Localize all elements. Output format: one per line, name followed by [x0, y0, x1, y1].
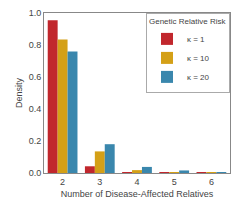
svg-text:5: 5 [172, 177, 177, 187]
svg-text:4: 4 [134, 177, 139, 187]
svg-text:1.0: 1.0 [29, 8, 42, 18]
svg-text:0.8: 0.8 [29, 40, 42, 50]
svg-text:κ = 1: κ = 1 [187, 35, 205, 44]
svg-text:0.4: 0.4 [29, 104, 42, 114]
svg-text:Number of Disease-Affected Rel: Number of Disease-Affected Relatives [61, 189, 214, 199]
svg-text:Density: Density [14, 77, 24, 108]
svg-text:6: 6 [209, 177, 214, 187]
svg-text:3: 3 [97, 177, 102, 187]
svg-text:0.0: 0.0 [29, 168, 42, 178]
svg-text:0.6: 0.6 [29, 72, 42, 82]
svg-text:κ = 10: κ = 10 [187, 54, 210, 63]
svg-text:κ = 20: κ = 20 [187, 73, 210, 82]
svg-text:0.2: 0.2 [29, 136, 42, 146]
svg-text:Genetic Relative Risk: Genetic Relative Risk [149, 17, 226, 26]
svg-text:2: 2 [60, 177, 65, 187]
